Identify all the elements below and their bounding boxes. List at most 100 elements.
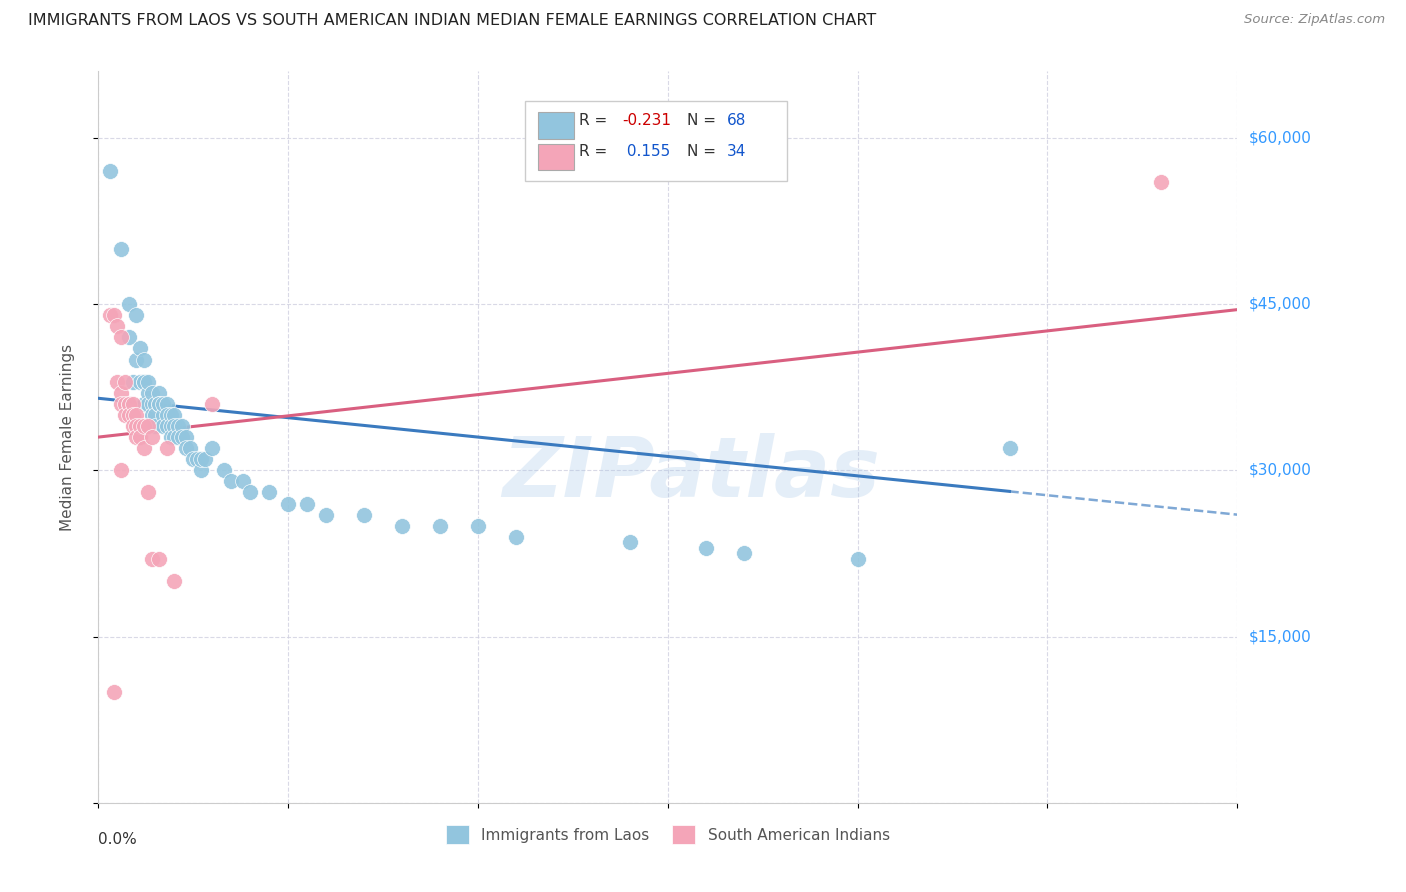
- Point: [148, 397, 170, 411]
- FancyBboxPatch shape: [526, 101, 787, 181]
- Point: [174, 441, 197, 455]
- Point: [114, 397, 136, 411]
- Point: [505, 530, 527, 544]
- Point: [132, 375, 155, 389]
- Point: [353, 508, 375, 522]
- Point: [156, 397, 179, 411]
- Text: 0.0%: 0.0%: [98, 832, 138, 847]
- Point: [186, 452, 208, 467]
- Point: [156, 441, 179, 455]
- Point: [141, 430, 163, 444]
- Text: 0.155: 0.155: [623, 145, 671, 160]
- Point: [277, 497, 299, 511]
- Point: [259, 485, 281, 500]
- Point: [129, 419, 152, 434]
- Point: [467, 518, 489, 533]
- Point: [183, 452, 205, 467]
- Point: [315, 508, 337, 522]
- Point: [1150, 175, 1173, 189]
- Text: IMMIGRANTS FROM LAOS VS SOUTH AMERICAN INDIAN MEDIAN FEMALE EARNINGS CORRELATION: IMMIGRANTS FROM LAOS VS SOUTH AMERICAN I…: [28, 13, 876, 29]
- Point: [998, 441, 1021, 455]
- Point: [132, 375, 155, 389]
- Point: [136, 397, 159, 411]
- Point: [114, 375, 136, 389]
- Point: [141, 397, 163, 411]
- Point: [159, 419, 181, 434]
- FancyBboxPatch shape: [538, 112, 575, 138]
- Text: R =: R =: [579, 145, 612, 160]
- Point: [121, 408, 143, 422]
- Point: [98, 308, 121, 322]
- Point: [136, 375, 159, 389]
- Point: [156, 408, 179, 422]
- Text: $45,000: $45,000: [1249, 297, 1312, 311]
- Point: [429, 518, 451, 533]
- Point: [190, 463, 212, 477]
- Point: [132, 352, 155, 367]
- Point: [163, 408, 186, 422]
- Point: [103, 308, 125, 322]
- Point: [129, 430, 152, 444]
- Point: [107, 375, 129, 389]
- Point: [125, 419, 148, 434]
- Legend: Immigrants from Laos, South American Indians: Immigrants from Laos, South American Ind…: [440, 819, 896, 850]
- Point: [156, 419, 179, 434]
- Point: [148, 552, 170, 566]
- Point: [118, 330, 141, 344]
- Point: [114, 408, 136, 422]
- Point: [125, 430, 148, 444]
- Text: $15,000: $15,000: [1249, 629, 1312, 644]
- Point: [201, 397, 224, 411]
- Point: [141, 408, 163, 422]
- Point: [110, 385, 132, 400]
- Point: [163, 430, 186, 444]
- Point: [132, 419, 155, 434]
- Point: [132, 397, 155, 411]
- Point: [121, 375, 143, 389]
- Point: [152, 397, 174, 411]
- Text: -0.231: -0.231: [623, 113, 671, 128]
- Point: [141, 385, 163, 400]
- Point: [121, 397, 143, 411]
- Point: [110, 463, 132, 477]
- Point: [297, 497, 319, 511]
- Point: [163, 419, 186, 434]
- Point: [125, 352, 148, 367]
- Point: [118, 397, 141, 411]
- Point: [118, 297, 141, 311]
- Point: [391, 518, 413, 533]
- Point: [136, 385, 159, 400]
- Point: [145, 397, 167, 411]
- Text: 68: 68: [727, 113, 747, 128]
- Point: [118, 397, 141, 411]
- Point: [125, 308, 148, 322]
- Point: [136, 419, 159, 434]
- Point: [103, 685, 125, 699]
- Point: [163, 574, 186, 589]
- Text: N =: N =: [688, 113, 721, 128]
- Text: 34: 34: [727, 145, 747, 160]
- Point: [190, 452, 212, 467]
- Point: [136, 485, 159, 500]
- Point: [159, 430, 181, 444]
- FancyBboxPatch shape: [538, 144, 575, 170]
- Point: [212, 463, 235, 477]
- Text: N =: N =: [688, 145, 721, 160]
- Text: R =: R =: [579, 113, 612, 128]
- Point: [167, 419, 190, 434]
- Point: [174, 430, 197, 444]
- Text: Source: ZipAtlas.com: Source: ZipAtlas.com: [1244, 13, 1385, 27]
- Point: [201, 441, 224, 455]
- Point: [232, 475, 254, 489]
- Point: [110, 397, 132, 411]
- Point: [129, 342, 152, 356]
- Point: [121, 419, 143, 434]
- Point: [179, 441, 201, 455]
- Point: [132, 441, 155, 455]
- Point: [194, 452, 217, 467]
- Point: [145, 419, 167, 434]
- Point: [118, 408, 141, 422]
- Point: [129, 375, 152, 389]
- Point: [148, 385, 170, 400]
- Point: [98, 164, 121, 178]
